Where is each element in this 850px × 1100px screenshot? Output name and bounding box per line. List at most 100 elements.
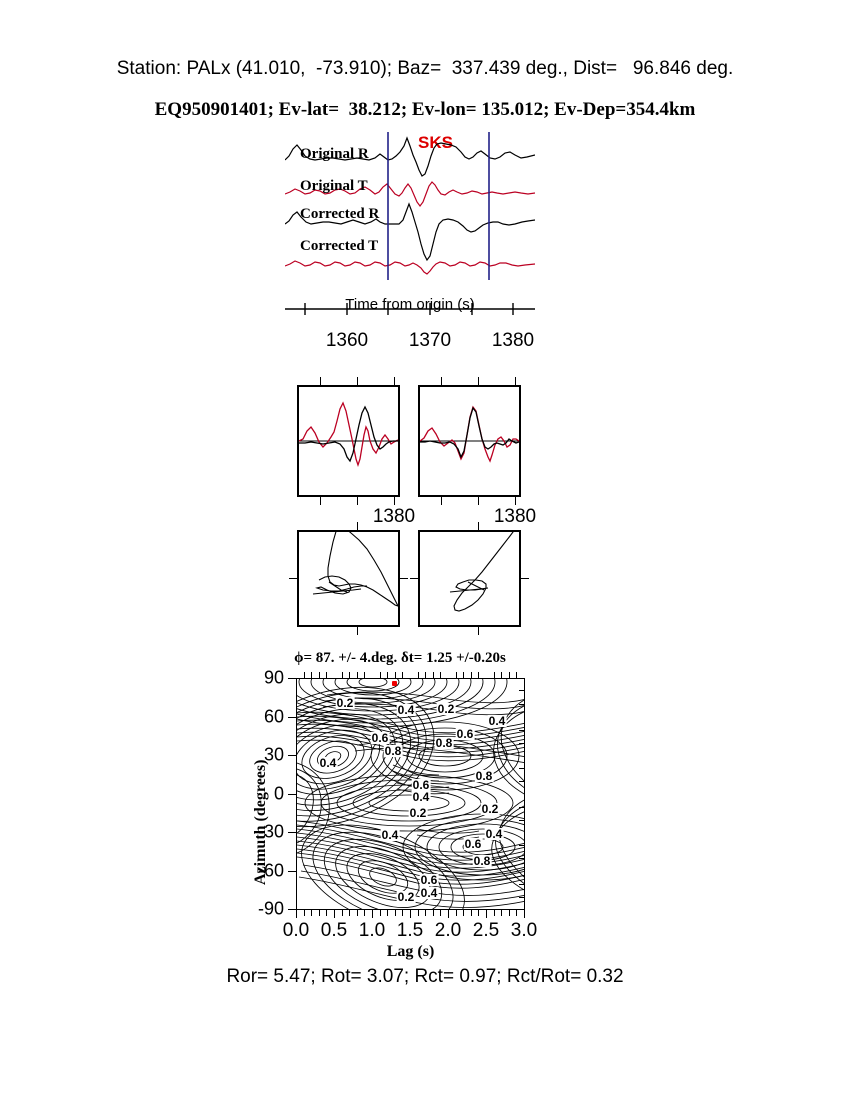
time-axis	[285, 300, 535, 318]
contour-label: 0.4	[396, 703, 416, 717]
pair-tick-top-6	[515, 377, 516, 386]
pair-trace-radial-left	[299, 405, 398, 463]
y-tick-0	[288, 794, 296, 795]
pair-trace-transverse-left	[299, 401, 398, 468]
pair-panel-corrected	[418, 385, 521, 497]
particle-motion-path-uncorrected	[312, 532, 398, 607]
hodogram-uncorrected	[297, 530, 400, 627]
time-tick-1360: 1360	[325, 330, 369, 351]
pair-tick-bottom-3	[394, 496, 395, 505]
pair-trace-transverse-right	[420, 405, 519, 463]
contour-label: 0.4	[484, 827, 504, 841]
y-tick-m90	[288, 909, 296, 910]
y-tick-m30	[288, 832, 296, 833]
contour-plot: 0.2 0.4 0.6 0.8 0.8 0.6 0.4 0.2 0.4 0.6 …	[296, 678, 525, 910]
contour-label: 0.8	[383, 744, 403, 758]
contour-label: 0.6	[370, 731, 390, 745]
contour-label: 0.4	[380, 828, 400, 842]
x-tick-label-10: 1.0	[358, 920, 386, 941]
solution-marker	[392, 681, 397, 686]
contour-label: 0.4	[411, 790, 431, 804]
waveform-stack	[285, 132, 535, 282]
y-tick-label-90: 90	[263, 667, 284, 688]
contour-label: 0.6	[455, 727, 475, 741]
x-tick-label-25: 2.5	[472, 920, 500, 941]
pair-tick-top-2	[357, 377, 358, 386]
hodogram-tick-left-right	[410, 578, 419, 579]
trace-original-r	[285, 136, 535, 177]
x-tick-05	[334, 910, 335, 918]
waveform-traces	[285, 136, 535, 275]
pair-panel-uncorrected	[297, 385, 400, 497]
contour-label: 0.2	[408, 806, 428, 820]
hodogram-tick-left-left	[289, 578, 298, 579]
x-tick-label-30: 3.0	[510, 920, 538, 941]
time-axis-ticks	[304, 303, 514, 315]
trace-original-t	[285, 181, 535, 207]
contour-label: 0.2	[335, 696, 355, 710]
x-tick-30	[524, 910, 525, 918]
pair-tick-label-left: 1380	[372, 506, 416, 527]
pair-tick-bottom-1	[320, 496, 321, 505]
contour-label: 0.6	[419, 873, 439, 887]
event-header-line: EQ950901401; Ev-lat= 38.212; Ev-lon= 135…	[154, 99, 696, 120]
trace-corrected-r	[285, 202, 535, 262]
pair-tick-bottom-5	[478, 496, 479, 505]
x-tick-20	[448, 910, 449, 918]
contour-label: 0.2	[480, 802, 500, 816]
y-tick-label-m90: -90	[257, 898, 284, 919]
contour-label: 0.8	[472, 854, 492, 868]
contour-label: 0.2	[436, 702, 456, 716]
y-tick-label-m60: -60	[257, 860, 284, 881]
hodogram-tick-top-right	[478, 522, 479, 531]
trace-label-original-t: Original T	[300, 178, 368, 194]
particle-motion-path-corrected	[449, 532, 514, 612]
hodogram-tick-top-left	[357, 522, 358, 531]
pair-tick-bottom-2	[357, 496, 358, 505]
contour-label: 0.4	[318, 756, 338, 770]
contour-x-axis-label: Lag (s)	[386, 943, 435, 960]
contour-label: 0.2	[396, 890, 416, 904]
pair-tick-bottom-6	[515, 496, 516, 505]
pair-tick-top-4	[441, 377, 442, 386]
contour-label: 0.8	[474, 769, 494, 783]
y-tick-label-m30: -30	[257, 821, 284, 842]
pair-tick-top-3	[394, 377, 395, 386]
trace-corrected-t	[285, 260, 535, 275]
x-tick-label-15: 1.5	[396, 920, 424, 941]
window-marker-lines	[387, 132, 490, 280]
trace-label-corrected-r: Corrected R	[300, 206, 380, 222]
hodogram-tick-right-left	[399, 578, 408, 579]
pair-tick-bottom-4	[441, 496, 442, 505]
x-tick-10	[372, 910, 373, 918]
x-tick-15	[410, 910, 411, 918]
time-tick-1370: 1370	[408, 330, 452, 351]
x-tick-label-0: 0.0	[282, 920, 310, 941]
y-tick-30	[288, 755, 296, 756]
contour-field	[297, 679, 524, 909]
contour-label: 0.8	[434, 736, 454, 750]
contour-plot-title: ϕ= 87. +/- 4.deg. δt= 1.25 +/-0.20s	[294, 650, 506, 666]
pair-trace-radial-right	[420, 406, 519, 459]
x-tick-label-05: 0.5	[320, 920, 348, 941]
y-tick-60	[288, 717, 296, 718]
y-tick-90	[288, 678, 296, 679]
pair-tick-label-right: 1380	[493, 506, 537, 527]
contour-label: 0.4	[487, 714, 507, 728]
hodogram-tick-bottom-left	[357, 626, 358, 635]
station-header-line: Station: PALx (41.010, -73.910); Baz= 33…	[116, 58, 734, 79]
hodogram-tick-bottom-right	[478, 626, 479, 635]
x-tick-0	[296, 910, 297, 918]
measurement-footer: Ror= 5.47; Rot= 3.07; Rct= 0.97; Rct/Rot…	[226, 966, 624, 987]
y-tick-label-0: 0	[273, 783, 284, 804]
y-tick-m60	[288, 871, 296, 872]
y-tick-label-30: 30	[263, 744, 284, 765]
hodogram-tick-right-right	[520, 578, 529, 579]
pair-tick-top-1	[320, 377, 321, 386]
time-tick-1380: 1380	[491, 330, 535, 351]
contour-label: 0.4	[419, 886, 439, 900]
pair-tick-top-5	[478, 377, 479, 386]
y-tick-label-60: 60	[263, 706, 284, 727]
trace-label-corrected-t: Corrected T	[300, 238, 379, 254]
